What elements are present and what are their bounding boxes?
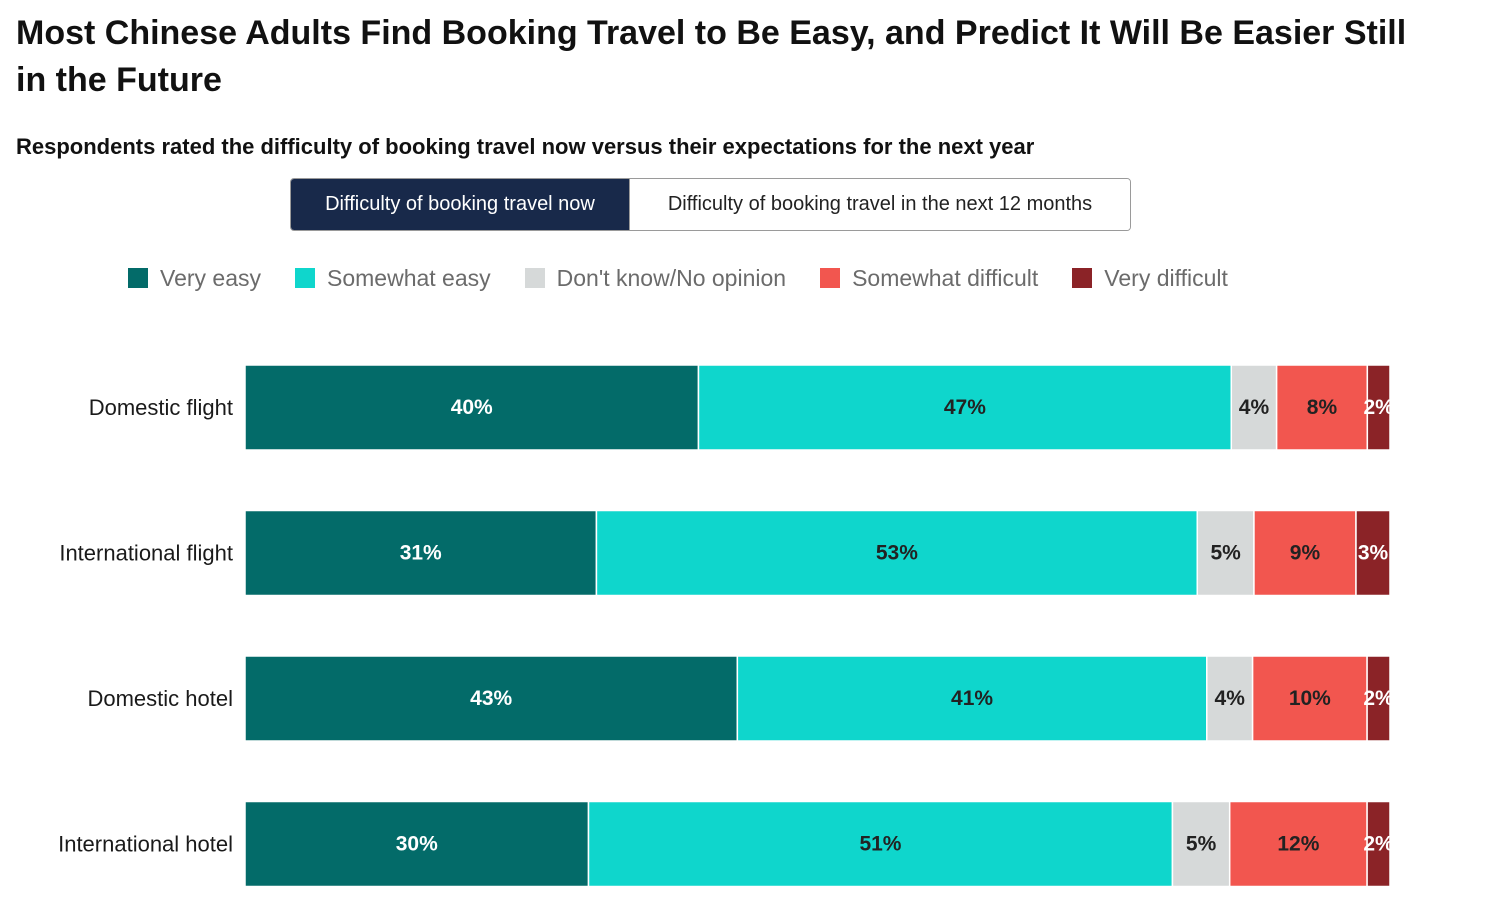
- legend-swatch-somewhat-easy: [295, 268, 315, 288]
- view-toggle: Difficulty of booking travel now Difficu…: [290, 178, 1131, 231]
- legend-item-somewhat-easy[interactable]: Somewhat easy: [295, 265, 491, 292]
- data-label-domestic-flight-somewhat-difficult: 8%: [1307, 396, 1338, 419]
- legend-label-very-easy: Very easy: [160, 264, 261, 291]
- row-label-international-flight: International flight: [59, 541, 233, 566]
- data-label-domestic-hotel-don-t-know-no-opinion: 4%: [1215, 687, 1246, 710]
- legend-item-very-easy[interactable]: Very easy: [128, 265, 261, 292]
- data-label-international-flight-don-t-know-no-opinion: 5%: [1210, 542, 1241, 565]
- legend-swatch-dont-know: [524, 268, 545, 288]
- bar-segment-international-hotel-somewhat-easy[interactable]: [587, 800, 1174, 888]
- bar-segment-international-flight-very-easy[interactable]: [244, 509, 598, 597]
- data-label-domestic-hotel-somewhat-difficult: 10%: [1289, 687, 1331, 710]
- legend-item-dont-know[interactable]: Don't know/No opinion: [524, 264, 787, 292]
- chart-subtitle: Respondents rated the difficulty of book…: [16, 134, 1035, 159]
- data-label-international-hotel-somewhat-difficult: 12%: [1277, 833, 1319, 856]
- toggle-next-12-months-button[interactable]: Difficulty of booking travel in the next…: [629, 179, 1130, 230]
- bar-segment-domestic-flight-somewhat-difficult[interactable]: [1275, 364, 1369, 451]
- data-label-international-flight-somewhat-difficult: 9%: [1290, 542, 1321, 565]
- legend-swatch-very-easy: [128, 268, 148, 288]
- bar-segment-international-flight-very-difficult[interactable]: [1355, 509, 1391, 597]
- bar-segment-domestic-hotel-very-difficult[interactable]: [1366, 655, 1391, 742]
- legend-label-somewhat-easy: Somewhat easy: [327, 264, 491, 291]
- legend-label-very-difficult: Very difficult: [1104, 264, 1228, 291]
- data-label-international-flight-somewhat-easy: 53%: [876, 542, 918, 565]
- bar-segment-international-hotel-don-t-know-no-opinion[interactable]: [1171, 800, 1231, 888]
- legend-swatch-somewhat-difficult: [820, 268, 841, 288]
- bar-segment-domestic-flight-very-difficult[interactable]: [1366, 364, 1391, 451]
- data-label-domestic-flight-very-difficult: 2%: [1363, 396, 1394, 419]
- data-label-international-hotel-somewhat-easy: 51%: [859, 833, 901, 856]
- data-label-international-flight-very-difficult: 3%: [1358, 542, 1389, 565]
- data-label-international-hotel-very-easy: 30%: [396, 833, 438, 856]
- data-label-international-hotel-don-t-know-no-opinion: 5%: [1186, 833, 1217, 856]
- chart-legend: Very easy Somewhat easy Don't know/No op…: [128, 262, 1262, 294]
- bar-segment-domestic-hotel-very-easy[interactable]: [244, 655, 739, 742]
- chart-title: Most Chinese Adults Find Booking Travel …: [16, 14, 1407, 99]
- data-label-international-flight-very-easy: 31%: [400, 542, 442, 565]
- bar-segment-international-hotel-very-easy[interactable]: [244, 800, 590, 888]
- bar-segment-international-hotel-very-difficult[interactable]: [1366, 800, 1391, 888]
- legend-item-very-difficult[interactable]: Very difficult: [1072, 265, 1228, 292]
- legend-label-somewhat-difficult: Somewhat difficult: [852, 264, 1039, 291]
- bar-segment-domestic-hotel-somewhat-difficult[interactable]: [1251, 655, 1368, 742]
- bar-segment-domestic-flight-somewhat-easy[interactable]: [697, 364, 1233, 451]
- row-label-domestic-hotel: Domestic hotel: [87, 686, 233, 711]
- bar-segment-international-flight-somewhat-difficult[interactable]: [1253, 509, 1357, 597]
- bar-segment-domestic-hotel-don-t-know-no-opinion[interactable]: [1206, 655, 1254, 742]
- data-label-domestic-hotel-very-difficult: 2%: [1363, 687, 1394, 710]
- data-label-international-hotel-very-difficult: 2%: [1363, 833, 1394, 856]
- data-label-domestic-hotel-very-easy: 43%: [470, 687, 512, 710]
- legend-label-dont-know: Don't know/No opinion: [556, 264, 787, 291]
- bar-segment-domestic-flight-don-t-know-no-opinion[interactable]: [1230, 364, 1278, 451]
- bar-segment-international-hotel-somewhat-difficult[interactable]: [1228, 800, 1368, 888]
- toggle-now-button[interactable]: Difficulty of booking travel now: [291, 179, 629, 230]
- data-label-domestic-flight-don-t-know-no-opinion: 4%: [1239, 396, 1270, 419]
- row-label-international-hotel: International hotel: [58, 832, 233, 857]
- data-label-domestic-flight-somewhat-easy: 47%: [944, 396, 986, 419]
- bar-segment-domestic-hotel-somewhat-easy[interactable]: [736, 655, 1208, 742]
- legend-swatch-very-difficult: [1072, 268, 1093, 288]
- bar-segment-international-flight-don-t-know-no-opinion[interactable]: [1196, 509, 1255, 597]
- row-label-domestic-flight: Domestic flight: [89, 395, 233, 420]
- legend-item-somewhat-difficult[interactable]: Somewhat difficult: [820, 265, 1038, 292]
- data-label-domestic-hotel-somewhat-easy: 41%: [951, 687, 993, 710]
- bar-segment-international-flight-somewhat-easy[interactable]: [595, 509, 1199, 597]
- data-label-domestic-flight-very-easy: 40%: [451, 396, 493, 419]
